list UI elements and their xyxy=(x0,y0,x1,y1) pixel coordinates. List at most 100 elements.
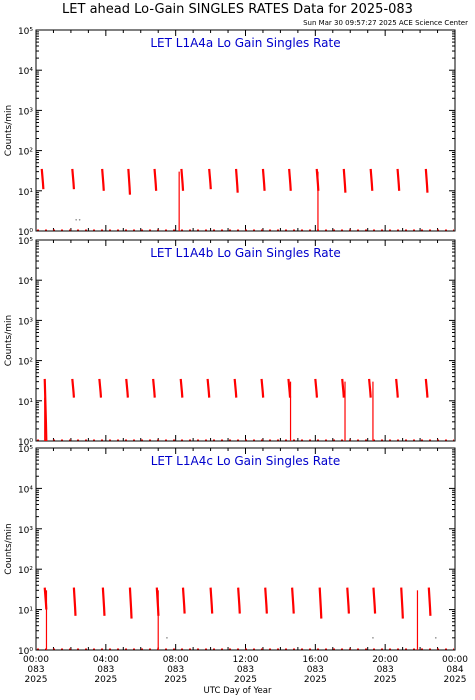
data-burst xyxy=(318,587,323,619)
plot-frame xyxy=(35,29,456,232)
x-tick-label: 2025 xyxy=(304,675,327,685)
data-burst xyxy=(127,168,132,195)
data-burst xyxy=(179,378,184,398)
data-burst xyxy=(208,168,212,190)
data-burst xyxy=(125,378,129,398)
y-tick-label: 10⁴ xyxy=(18,67,33,77)
y-tick-label: 10⁵ xyxy=(18,27,33,37)
data-burst xyxy=(341,378,345,398)
data-burst xyxy=(424,378,429,398)
x-axis-label: UTC Day of Year xyxy=(203,686,272,696)
data-burst xyxy=(180,168,185,191)
x-tick-label: 083 xyxy=(237,665,254,675)
panel-title: LET L1A4c Lo Gain Singles Rate xyxy=(151,454,341,468)
data-burst xyxy=(396,168,401,191)
y-tick-label: 10⁰ xyxy=(18,228,33,238)
data-burst xyxy=(368,378,372,398)
data-burst xyxy=(234,168,239,193)
x-tick-label: 2025 xyxy=(444,675,467,685)
y-tick-label: 10⁵ xyxy=(18,445,33,455)
x-tick-label: 2025 xyxy=(234,675,257,685)
y-tick-label: 10² xyxy=(18,148,33,158)
data-point xyxy=(166,637,168,639)
data-burst xyxy=(98,378,103,398)
y-tick-label: 10¹ xyxy=(18,607,33,617)
x-tick-label: 083 xyxy=(377,665,394,675)
x-tick-label: 00:00 xyxy=(442,655,468,665)
y-tick-label: 10⁰ xyxy=(18,647,33,657)
data-burst xyxy=(288,168,292,191)
x-tick-label: 083 xyxy=(167,665,184,675)
data-burst xyxy=(261,168,266,191)
chart-panels: 10⁰ 10¹ 10² 10³ 10⁴ 10⁵ Counts/min LET L1A4a Lo… xyxy=(4,27,456,657)
generation-timestamp: Sun Mar 30 09:57:27 2025 ACE Science Cen… xyxy=(303,19,468,27)
x-tick-label: 2025 xyxy=(25,675,48,685)
data-burst xyxy=(233,378,238,398)
data-burst xyxy=(71,168,76,190)
chart-panel-3: 10⁰ 10¹ 10² 10³ 10⁴ 10⁵ Counts/min LET L1A4c Lo… xyxy=(4,445,456,657)
data-point xyxy=(78,218,81,221)
y-tick-label: 10⁰ xyxy=(18,438,33,448)
data-burst xyxy=(43,378,48,442)
y-tick-label: 10⁴ xyxy=(18,485,33,495)
x-tick-label: 2025 xyxy=(94,675,117,685)
data-burst xyxy=(264,587,268,614)
y-tick-label: 10⁵ xyxy=(18,237,33,247)
data-burst xyxy=(342,168,347,193)
data-burst xyxy=(128,587,133,619)
y-tick-label: 10² xyxy=(18,358,33,368)
x-tick-label: 083 xyxy=(27,665,44,675)
y-axis-label: Counts/min xyxy=(4,105,14,156)
panel-title: LET L1A4a Lo Gain Singles Rate xyxy=(150,36,340,50)
y-tick-label: 10³ xyxy=(18,317,33,327)
data-burst xyxy=(209,587,214,614)
x-tick-label: 083 xyxy=(307,665,324,675)
data-burst xyxy=(153,168,158,191)
data-burst xyxy=(372,587,377,614)
panel-title: LET L1A4b Lo Gain Singles Rate xyxy=(150,246,341,260)
chart-title: LET ahead Lo-Gain SINGLES RATES Data for… xyxy=(62,2,413,17)
data-point xyxy=(75,218,77,221)
data-burst xyxy=(369,168,374,191)
x-tick-label: 12:00 xyxy=(233,655,259,665)
x-tick-label: 2025 xyxy=(374,675,397,685)
data-point xyxy=(372,637,374,639)
data-burst xyxy=(237,587,241,614)
chart-panel-2: 10⁰ 10¹ 10² 10³ 10⁴ 10⁵ Counts/min LET L1A4b Lo… xyxy=(4,237,456,448)
x-axis: 00:00083202504:00083202508:00083202512:0… xyxy=(23,655,468,685)
y-tick-label: 10⁴ xyxy=(18,277,33,287)
data-burst xyxy=(206,378,211,398)
data-point xyxy=(434,637,437,639)
data-burst xyxy=(395,378,399,398)
x-tick-label: 04:00 xyxy=(93,655,119,665)
data-burst xyxy=(72,587,77,616)
data-burst xyxy=(424,168,429,193)
x-tick-label: 20:00 xyxy=(372,655,398,665)
data-burst xyxy=(314,378,319,398)
plot-frame xyxy=(35,239,456,442)
x-tick-label: 00:00 xyxy=(23,655,49,665)
x-tick-label: 2025 xyxy=(164,675,187,685)
x-tick-label: 08:00 xyxy=(163,655,189,665)
data-burst xyxy=(40,168,45,190)
plot-frame xyxy=(35,447,456,651)
y-axis-label: Counts/min xyxy=(4,315,14,366)
y-tick-label: 10³ xyxy=(18,526,33,536)
data-burst xyxy=(260,378,265,398)
data-burst xyxy=(152,378,156,398)
data-burst xyxy=(400,587,404,619)
y-axis-label: Counts/min xyxy=(4,523,14,574)
x-tick-label: 084 xyxy=(446,665,463,675)
data-burst xyxy=(427,587,432,616)
x-tick-label: 16:00 xyxy=(302,655,328,665)
data-burst xyxy=(101,168,105,191)
y-tick-label: 10¹ xyxy=(18,188,33,198)
x-tick-label: 083 xyxy=(97,665,114,675)
data-burst xyxy=(291,587,295,614)
y-tick-label: 10² xyxy=(18,566,33,576)
y-tick-label: 10³ xyxy=(18,107,33,117)
data-burst xyxy=(346,587,350,614)
y-tick-label: 10¹ xyxy=(18,398,33,408)
data-burst xyxy=(181,587,186,614)
